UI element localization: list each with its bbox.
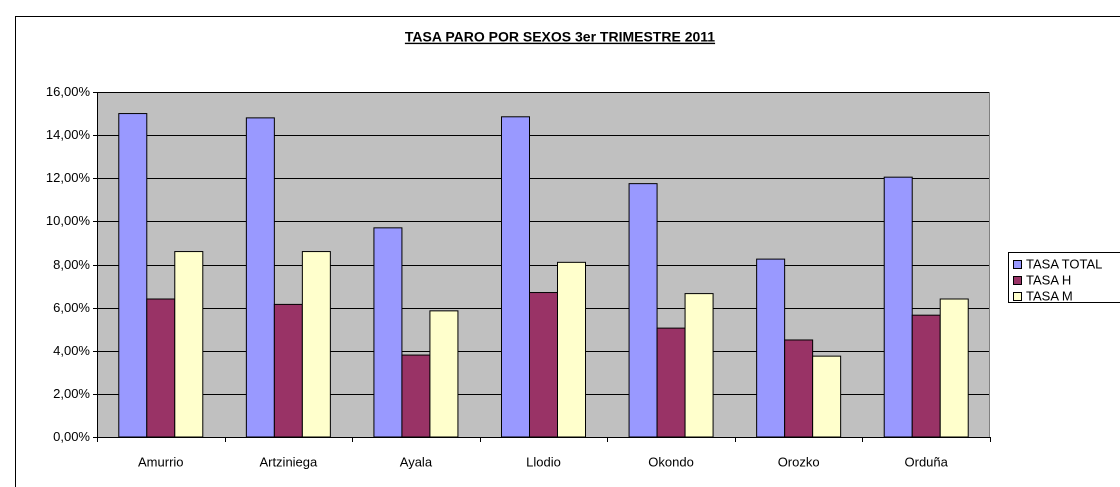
bar xyxy=(401,354,431,438)
bar xyxy=(656,327,686,438)
bar xyxy=(429,310,459,438)
bar xyxy=(557,261,586,438)
bar xyxy=(784,339,814,438)
bar xyxy=(883,176,913,438)
x-tick-label: Artziniega xyxy=(259,454,318,469)
bar xyxy=(684,293,714,438)
chart-title: TASA PARO POR SEXOS 3er TRIMESTRE 2011 xyxy=(405,29,715,45)
x-tick-label: Llodio xyxy=(526,454,561,469)
y-tick-label: 2,00% xyxy=(53,386,90,401)
bar xyxy=(146,298,176,438)
legend-label: TASA M xyxy=(1026,288,1073,303)
y-tick-label: 6,00% xyxy=(53,300,90,315)
bar xyxy=(911,314,941,438)
legend xyxy=(1008,252,1120,303)
bar xyxy=(812,355,842,438)
x-tick-label: Orduña xyxy=(905,454,949,469)
legend-swatch xyxy=(1013,260,1022,269)
y-tick-label: 4,00% xyxy=(53,343,90,358)
y-tick-label: 16,00% xyxy=(46,84,91,99)
legend-label: TASA TOTAL xyxy=(1026,256,1102,271)
bar xyxy=(301,251,331,438)
y-tick-label: 0,00% xyxy=(53,429,90,444)
bar xyxy=(529,292,558,438)
bar xyxy=(174,251,204,438)
y-tick-label: 8,00% xyxy=(53,257,90,272)
x-tick-label: Orozko xyxy=(778,454,820,469)
bar xyxy=(939,298,969,438)
x-tick-label: Okondo xyxy=(648,454,694,469)
y-tick-label: 12,00% xyxy=(46,170,91,185)
legend-swatch xyxy=(1013,292,1022,301)
bar xyxy=(373,227,403,438)
bar xyxy=(245,117,275,438)
y-tick-label: 10,00% xyxy=(46,213,91,228)
y-tick-label: 14,00% xyxy=(46,127,91,142)
bar xyxy=(628,183,658,438)
bar xyxy=(756,258,786,438)
bar xyxy=(501,116,530,438)
legend-swatch xyxy=(1013,276,1022,285)
x-tick-label: Ayala xyxy=(400,454,433,469)
bar xyxy=(118,113,148,438)
legend-label: TASA H xyxy=(1026,272,1071,287)
x-tick-label: Amurrio xyxy=(138,454,184,469)
bar xyxy=(273,303,303,438)
